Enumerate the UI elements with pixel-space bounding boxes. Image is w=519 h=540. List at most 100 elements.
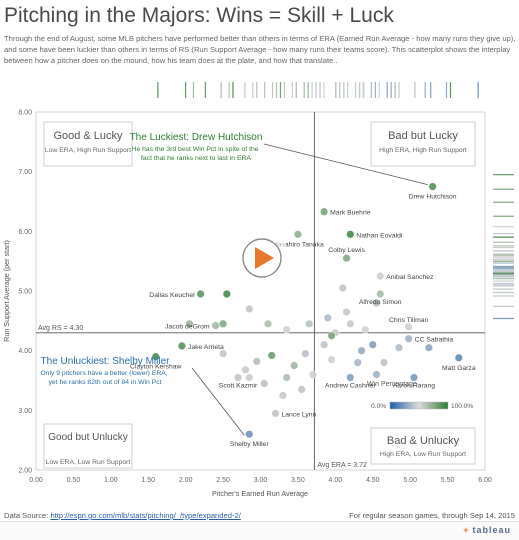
data-point bbox=[394, 343, 403, 352]
quadrant-desc-good-lucky: Low ERA, High Run Support bbox=[45, 147, 131, 154]
data-point bbox=[234, 373, 243, 382]
data-point bbox=[327, 355, 336, 364]
x-tick-label: 5.50 bbox=[441, 477, 455, 484]
point-labels: Drew Hutchison Mark Buehrle Nathan Eovaldi… bbox=[130, 194, 476, 449]
data-point bbox=[185, 319, 194, 328]
point-label: Alfredo Simon bbox=[359, 299, 402, 306]
quadrant-title-bad-lucky: Bad but Lucky bbox=[388, 130, 458, 142]
tableau-logo-text[interactable]: tableau bbox=[472, 525, 511, 535]
annotation-title-unluckiest: The Unluckiest: Shelby Miller bbox=[41, 356, 171, 367]
y-tick-label: 3.00 bbox=[18, 408, 32, 415]
x-tick-label: 5.00 bbox=[403, 477, 417, 484]
point-label: Anibal Sanchez bbox=[386, 274, 434, 281]
data-point bbox=[454, 353, 463, 362]
data-point bbox=[278, 391, 287, 400]
data-source-label: Data Source: bbox=[4, 511, 51, 520]
data-point bbox=[305, 319, 314, 328]
data-point bbox=[357, 346, 366, 355]
data-point bbox=[297, 385, 306, 394]
quadrant-title-good-unlucky: Good but Unlucky bbox=[48, 432, 128, 443]
y-axis: 2.00 3.00 4.00 5.00 6.00 7.00 8.00 bbox=[18, 110, 32, 475]
data-point bbox=[245, 430, 254, 439]
tableau-plus-icon: + bbox=[463, 525, 470, 535]
point-label: Clayton Kershaw bbox=[130, 364, 181, 371]
annotation-arrow-unluckiest bbox=[191, 367, 245, 436]
annotation-arrow-luckiest bbox=[263, 143, 428, 185]
data-point bbox=[372, 370, 381, 379]
data-point bbox=[428, 182, 437, 191]
y-axis-label: Run Support Average (per start) bbox=[2, 240, 11, 342]
x-tick-label: 0.00 bbox=[29, 477, 43, 484]
data-point bbox=[404, 334, 413, 343]
reference-lines: Avg RS = 4.30 Avg ERA = 3.72 bbox=[36, 112, 485, 470]
page-subtitle: Through the end of August, some MLB pitc… bbox=[4, 34, 516, 65]
data-point bbox=[282, 325, 291, 334]
legend-title: Win Percentage bbox=[367, 381, 417, 388]
point-label: Mark Buehrle bbox=[330, 210, 371, 217]
data-point bbox=[267, 351, 276, 360]
data-point bbox=[342, 307, 351, 316]
quadrant-title-good-lucky: Good & Lucky bbox=[53, 130, 123, 142]
data-point bbox=[379, 358, 388, 367]
data-source: Data Source: http://espn.go.com/mlb/stat… bbox=[4, 511, 241, 520]
avg-rs-label: Avg RS = 4.30 bbox=[38, 325, 83, 332]
play-button[interactable] bbox=[238, 234, 286, 282]
point-label: Nathan Eovaldi bbox=[356, 232, 403, 239]
point-label: Andrew Cashner bbox=[325, 383, 376, 390]
tableau-logo[interactable]: + tableau bbox=[463, 525, 511, 535]
quadrant-labels: Good & Lucky Low ERA, High Run Support B… bbox=[43, 121, 476, 469]
data-point bbox=[245, 304, 254, 313]
bottom-toolbar bbox=[0, 521, 519, 540]
data-point bbox=[361, 325, 370, 334]
point-label: Matt Garza bbox=[442, 365, 476, 372]
quadrant-desc-bad-unlucky: High ERA, Low Run Support bbox=[380, 451, 466, 458]
data-points bbox=[151, 182, 463, 439]
data-point bbox=[323, 313, 332, 322]
point-label: Dallas Keuchel bbox=[149, 292, 195, 299]
play-icon[interactable] bbox=[255, 247, 274, 269]
data-point bbox=[346, 319, 355, 328]
x-axis: 0.00 0.50 1.00 1.50 2.00 2.50 3.00 3.50 4.00 4.50… bbox=[29, 477, 492, 484]
x-axis-label: Pitcher's Earned Run Average bbox=[212, 489, 308, 498]
data-point bbox=[252, 357, 261, 366]
x-tick-label: 3.50 bbox=[291, 477, 305, 484]
quadrant-box-good-lucky bbox=[43, 121, 133, 167]
y-tick-label: 2.00 bbox=[18, 468, 32, 475]
data-point bbox=[219, 349, 228, 358]
y-tick-label: 4.00 bbox=[18, 348, 32, 355]
x-tick-label: 1.50 bbox=[141, 477, 155, 484]
data-point bbox=[260, 379, 269, 388]
data-point bbox=[308, 370, 317, 379]
point-label: Jake Arrieta bbox=[188, 344, 224, 351]
data-point bbox=[241, 365, 250, 374]
footer-note: For regular season games, through Sep 14… bbox=[349, 511, 515, 520]
point-label: Drew Hutchison bbox=[409, 194, 457, 201]
legend-gradient bbox=[389, 401, 449, 410]
data-point bbox=[376, 272, 385, 281]
data-point bbox=[409, 373, 418, 382]
quadrant-box-bad-lucky bbox=[370, 121, 476, 167]
point-label: Shelby Miller bbox=[230, 441, 270, 448]
data-point bbox=[290, 361, 299, 370]
scatter-chart: 2.00 3.00 4.00 5.00 6.00 7.00 8.00 0.00 0.50 1.0… bbox=[2, 82, 514, 498]
data-point bbox=[424, 343, 433, 352]
avg-era-label: Avg ERA = 3.72 bbox=[317, 462, 367, 469]
quadrant-box-bad-unlucky bbox=[370, 427, 476, 465]
data-point bbox=[327, 331, 336, 340]
data-point bbox=[177, 341, 186, 350]
point-label: Lance Lynn bbox=[281, 411, 316, 418]
point-label: Scott Kazmir bbox=[219, 383, 258, 390]
win-percentage-legend: Win Percentage 0.0% 100.0% bbox=[367, 381, 473, 410]
data-source-link[interactable]: http://espn.go.com/mlb/stats/pitching/_/… bbox=[50, 511, 241, 520]
x-tick-label: 4.50 bbox=[366, 477, 380, 484]
y-tick-label: 6.00 bbox=[18, 229, 32, 236]
data-point bbox=[346, 230, 355, 239]
y-tick-label: 7.00 bbox=[18, 169, 32, 176]
data-point bbox=[320, 340, 329, 349]
point-label: Jacob deGrom bbox=[165, 324, 210, 331]
data-point bbox=[219, 319, 228, 328]
data-point bbox=[271, 409, 280, 418]
x-tick-label: 6.00 bbox=[478, 477, 492, 484]
data-point bbox=[293, 230, 302, 239]
annotations: The Luckiest: Drew Hutchison He has the … bbox=[40, 132, 428, 436]
